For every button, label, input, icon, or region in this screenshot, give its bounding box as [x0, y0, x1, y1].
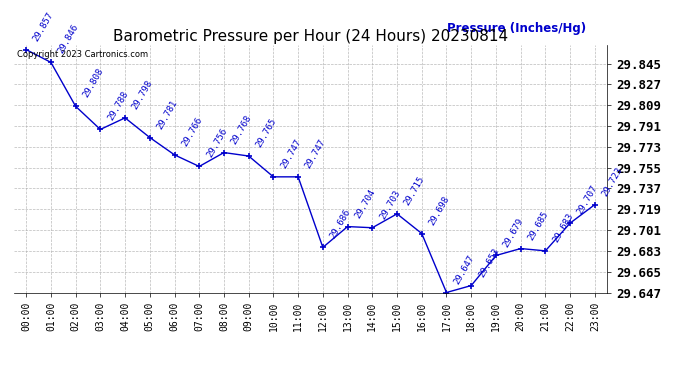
Text: 29.704: 29.704 — [353, 187, 377, 220]
Text: 29.747: 29.747 — [279, 138, 303, 170]
Text: 29.715: 29.715 — [402, 174, 426, 207]
Text: 29.685: 29.685 — [526, 209, 550, 242]
Text: 29.756: 29.756 — [205, 127, 228, 159]
Text: Copyright 2023 Cartronics.com: Copyright 2023 Cartronics.com — [17, 50, 148, 59]
Text: 29.698: 29.698 — [427, 194, 451, 226]
Text: 29.766: 29.766 — [180, 116, 204, 148]
Text: 29.723: 29.723 — [600, 165, 624, 198]
Text: 29.707: 29.707 — [575, 184, 600, 216]
Text: 29.686: 29.686 — [328, 208, 353, 240]
Text: 29.808: 29.808 — [81, 67, 105, 99]
Text: 29.846: 29.846 — [57, 23, 80, 56]
Title: Barometric Pressure per Hour (24 Hours) 20230814: Barometric Pressure per Hour (24 Hours) … — [113, 29, 508, 44]
Text: 29.781: 29.781 — [155, 98, 179, 130]
Text: 29.653: 29.653 — [477, 246, 501, 279]
Text: 29.765: 29.765 — [254, 117, 278, 149]
Text: 29.857: 29.857 — [32, 10, 56, 43]
Text: 29.647: 29.647 — [452, 253, 476, 285]
Text: 29.703: 29.703 — [378, 188, 402, 221]
Text: 29.788: 29.788 — [106, 90, 130, 123]
Text: 29.747: 29.747 — [304, 138, 328, 170]
Text: 29.768: 29.768 — [230, 113, 253, 146]
Text: 29.679: 29.679 — [502, 216, 525, 249]
Text: 29.683: 29.683 — [551, 211, 575, 244]
Text: Pressure (Inches/Hg): Pressure (Inches/Hg) — [447, 22, 586, 35]
Text: 29.798: 29.798 — [130, 78, 155, 111]
